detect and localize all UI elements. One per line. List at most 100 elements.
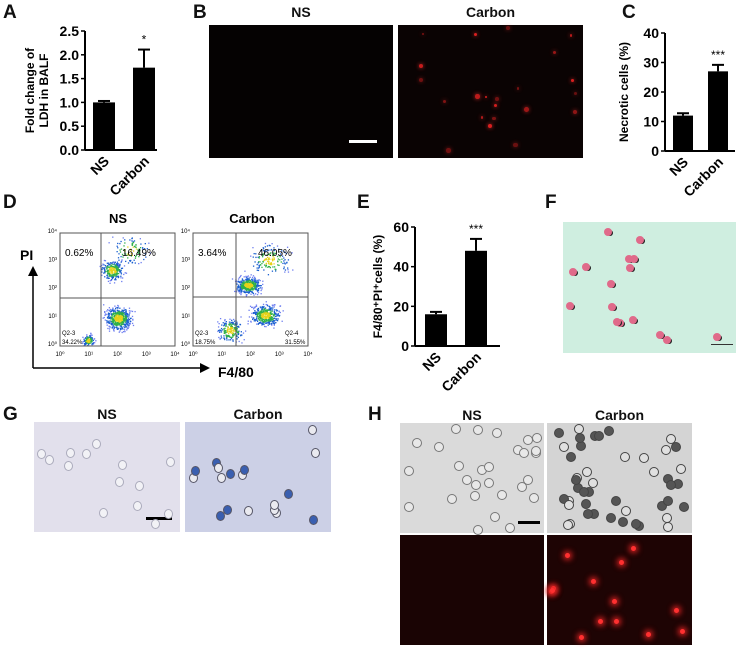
- event-dot: [127, 318, 129, 320]
- event-dot: [140, 261, 142, 264]
- event-dot: [115, 314, 117, 316]
- cell: [583, 508, 594, 519]
- event-dot: [278, 310, 280, 312]
- event-dot: [262, 253, 264, 255]
- event-dot: [261, 309, 263, 312]
- event-dot: [279, 253, 282, 255]
- event-dot: [251, 276, 254, 279]
- event-dot: [103, 272, 105, 274]
- event-dot: [125, 312, 128, 315]
- event-dot: [261, 288, 263, 290]
- event-dot: [233, 320, 236, 322]
- cell: [226, 469, 236, 480]
- event-dot: [261, 315, 264, 318]
- event-dot: [237, 290, 240, 293]
- event-dot: [117, 266, 120, 268]
- event-dot: [130, 252, 133, 255]
- event-dot: [87, 339, 90, 342]
- event-dot: [85, 338, 88, 340]
- event-dot: [253, 288, 255, 290]
- y-tick-label: 2.0: [60, 47, 80, 63]
- event-dot: [223, 335, 225, 337]
- event-dot: [259, 264, 262, 266]
- event-dot: [108, 275, 110, 277]
- cell: [554, 427, 565, 438]
- event-dot: [279, 256, 281, 258]
- event-dot: [252, 317, 254, 319]
- event-dot: [110, 269, 112, 271]
- event-dot: [252, 285, 254, 288]
- cell: [594, 430, 605, 441]
- event-dot: [245, 275, 247, 278]
- event-dot: [128, 316, 130, 318]
- event-dot: [220, 329, 222, 332]
- event-dot: [119, 318, 122, 320]
- event-dot: [240, 293, 242, 296]
- cell: [666, 433, 677, 444]
- event-dot: [118, 316, 120, 318]
- event-dot: [109, 311, 112, 313]
- event-dot: [239, 283, 242, 286]
- event-dot: [256, 293, 259, 296]
- event-dot: [265, 266, 267, 268]
- event-dot: [285, 252, 287, 255]
- event-dot: [259, 284, 262, 287]
- cell: [418, 77, 424, 83]
- significance-marker: *: [142, 33, 147, 47]
- event-dot: [252, 289, 254, 291]
- event-dot: [119, 263, 121, 266]
- event-dot: [121, 259, 123, 261]
- event-dot: [113, 263, 116, 265]
- event-dot: [273, 324, 275, 326]
- cell: [568, 267, 577, 276]
- event-dot: [109, 267, 111, 269]
- event-dot: [112, 264, 114, 266]
- event-dot: [122, 317, 124, 319]
- event-dot: [253, 312, 255, 314]
- event-dot: [119, 249, 121, 251]
- event-dot: [273, 310, 275, 313]
- cell: [558, 493, 569, 504]
- event-dot: [245, 291, 247, 293]
- cell: [618, 559, 624, 565]
- event-dot: [122, 331, 125, 333]
- event-dot: [234, 328, 236, 330]
- cell: [492, 427, 503, 438]
- event-dot: [255, 293, 257, 295]
- event-dot: [222, 322, 224, 324]
- event-dot: [119, 271, 121, 273]
- cell: [150, 519, 160, 530]
- event-dot: [111, 277, 114, 280]
- event-dot: [89, 335, 91, 337]
- event-dot: [256, 316, 259, 318]
- event-dot: [102, 263, 104, 265]
- event-dot: [260, 312, 262, 314]
- event-dot: [224, 318, 226, 321]
- event-dot: [277, 264, 279, 266]
- event-dot: [228, 336, 231, 338]
- event-dot: [241, 334, 243, 336]
- event-dot: [269, 263, 271, 266]
- cell: [442, 99, 447, 103]
- event-dot: [113, 323, 115, 325]
- event-dot: [236, 323, 238, 326]
- event-dot: [125, 316, 128, 318]
- event-dot: [240, 288, 242, 290]
- event-dot: [248, 316, 251, 318]
- event-dot: [264, 246, 266, 248]
- x-tick-label: 10⁴: [303, 351, 313, 358]
- event-dot: [254, 284, 257, 286]
- event-dot: [223, 329, 226, 331]
- event-dot: [262, 319, 265, 321]
- event-dot: [92, 339, 95, 342]
- event-dot: [134, 255, 137, 258]
- event-dot: [114, 279, 116, 281]
- event-dot: [233, 334, 236, 336]
- event-dot: [277, 314, 279, 316]
- event-dot: [250, 286, 252, 288]
- event-dot: [107, 321, 109, 323]
- event-dot: [253, 294, 255, 296]
- event-dot: [125, 319, 127, 321]
- event-dot: [240, 292, 243, 294]
- event-dot: [245, 279, 247, 281]
